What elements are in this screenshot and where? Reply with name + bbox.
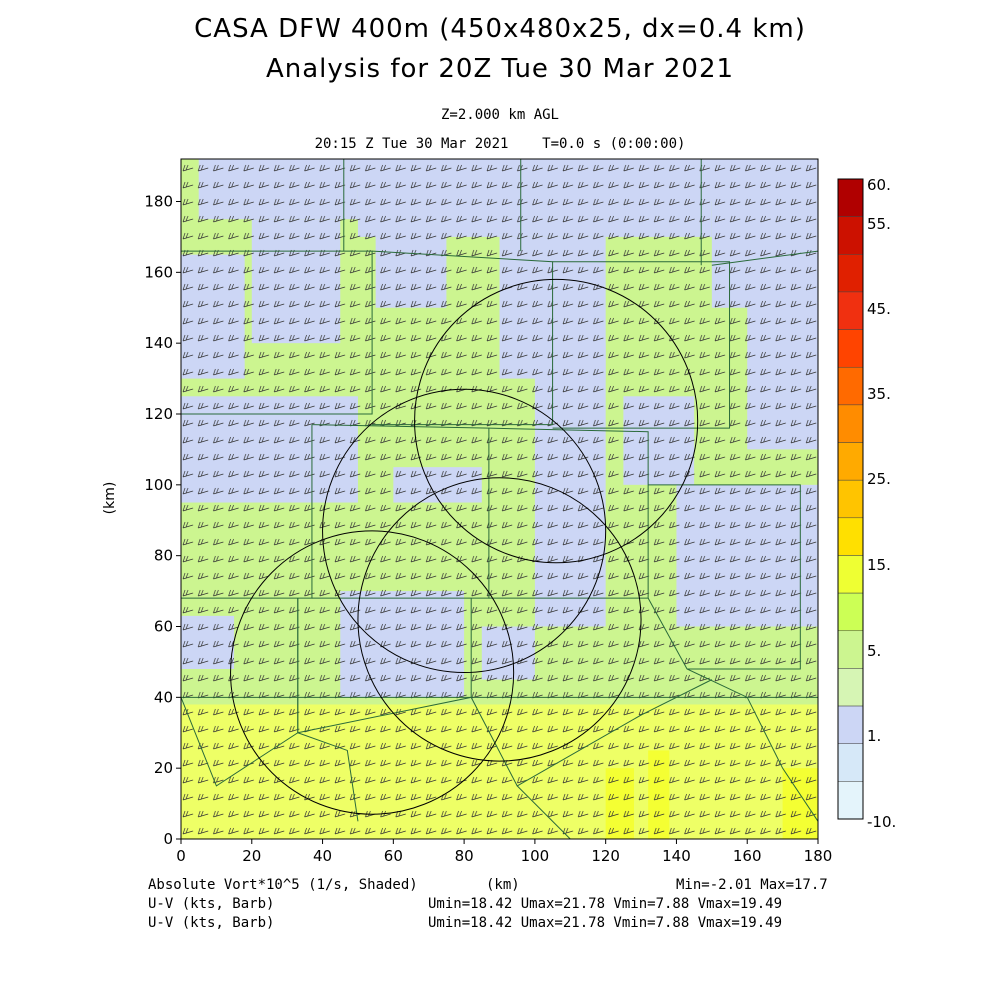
colorbar-swatch bbox=[837, 517, 864, 556]
plot-frame bbox=[180, 158, 819, 840]
colorbar-swatch bbox=[837, 366, 864, 406]
valid-time-label: 20:15 Z Tue 30 Mar 2021 T=0.0 s (0:00:00… bbox=[314, 136, 686, 152]
x-tick-label: 140 bbox=[662, 847, 691, 865]
x-tick-label: 60 bbox=[384, 847, 403, 865]
colorbar-label: 55. bbox=[867, 215, 891, 233]
y-tick-label: 140 bbox=[144, 334, 173, 352]
county-boundary bbox=[552, 261, 731, 429]
y-tick-label: 60 bbox=[154, 618, 173, 636]
barb-stats-1: Umin=18.42 Umax=21.78 Vmin=7.88 Vmax=19.… bbox=[428, 896, 783, 912]
y-tick-label: 160 bbox=[144, 263, 173, 281]
plot-area bbox=[181, 159, 818, 839]
colorbar-swatch bbox=[837, 743, 864, 782]
level-label: Z=2.000 km AGL bbox=[440, 107, 559, 123]
colorbar-swatch bbox=[837, 254, 864, 293]
x-tick-label: 180 bbox=[804, 847, 833, 865]
y-tick-label: 100 bbox=[144, 476, 173, 494]
radar-range-ring bbox=[322, 388, 607, 674]
x-tick-label: 160 bbox=[733, 847, 762, 865]
chart-title-line2: Analysis for 20Z Tue 30 Mar 2021 bbox=[265, 54, 735, 84]
chart-title-line1: CASA DFW 400m (450x480x25, dx=0.4 km) bbox=[194, 14, 806, 44]
colorbar-label: 15. bbox=[867, 556, 891, 574]
x-tick-label: 120 bbox=[591, 847, 620, 865]
county-boundary bbox=[711, 250, 818, 266]
colorbar-label: 25. bbox=[867, 470, 891, 488]
colorbar-swatch bbox=[837, 291, 864, 330]
y-tick-label: 0 bbox=[163, 830, 173, 848]
colorbar-frame bbox=[837, 178, 864, 820]
colorbar-label: 35. bbox=[867, 385, 891, 403]
colorbar-swatch bbox=[837, 705, 864, 744]
county-boundary bbox=[311, 424, 490, 599]
colorbar-label: -10. bbox=[867, 813, 896, 831]
colorbar-swatch bbox=[837, 442, 864, 481]
county-boundary bbox=[516, 785, 571, 839]
x-tick-label: 40 bbox=[313, 847, 332, 865]
x-tick-label: 0 bbox=[176, 847, 186, 865]
colorbar-swatch bbox=[837, 592, 864, 632]
colorbar-label: 45. bbox=[867, 300, 891, 318]
colorbar-swatch bbox=[837, 216, 864, 255]
county-boundary bbox=[372, 250, 554, 426]
colorbar-swatch bbox=[837, 479, 864, 519]
min-max-label: Min=-2.01 Max=17.7 bbox=[676, 877, 828, 893]
x-tick-label: 100 bbox=[521, 847, 550, 865]
radar-range-ring bbox=[230, 530, 515, 815]
wind-barbs bbox=[181, 159, 818, 839]
y-tick-label: 180 bbox=[144, 193, 173, 211]
y-tick-label: 80 bbox=[154, 547, 173, 565]
x-axis-unit: (km) bbox=[486, 877, 520, 893]
county-boundary bbox=[488, 427, 649, 599]
colorbar-swatch bbox=[837, 404, 864, 443]
radar-range-ring bbox=[414, 278, 699, 564]
barb-label-1: U-V (kts, Barb) bbox=[148, 896, 275, 912]
x-tick-label: 20 bbox=[242, 847, 261, 865]
y-tick-label: 20 bbox=[154, 759, 173, 777]
colorbar-label: 1. bbox=[867, 727, 881, 745]
county-boundary bbox=[181, 250, 373, 415]
field-label: Absolute Vort*10^5 (1/s, Shaded) bbox=[148, 877, 418, 893]
y-tick-label: 40 bbox=[154, 688, 173, 706]
x-tick-label: 80 bbox=[455, 847, 474, 865]
y-tick-label: 120 bbox=[144, 405, 173, 423]
barb-stats-2: Umin=18.42 Umax=21.78 Vmin=7.88 Vmax=19.… bbox=[428, 915, 783, 931]
colorbar-swatch bbox=[837, 178, 864, 217]
colorbar-swatch bbox=[837, 781, 864, 820]
county-boundary bbox=[297, 598, 359, 822]
colorbar-label: 60. bbox=[867, 176, 891, 194]
barb-label-2: U-V (kts, Barb) bbox=[148, 915, 275, 931]
county-boundary bbox=[648, 484, 801, 670]
colorbar-swatch bbox=[837, 329, 864, 368]
radar-range-ring bbox=[357, 477, 642, 762]
colorbar-label: 5. bbox=[867, 642, 881, 660]
colorbar-swatch bbox=[837, 668, 864, 707]
colorbar-swatch bbox=[837, 555, 864, 594]
colorbar-swatch bbox=[837, 630, 864, 669]
y-axis-label: (km) bbox=[102, 482, 118, 515]
